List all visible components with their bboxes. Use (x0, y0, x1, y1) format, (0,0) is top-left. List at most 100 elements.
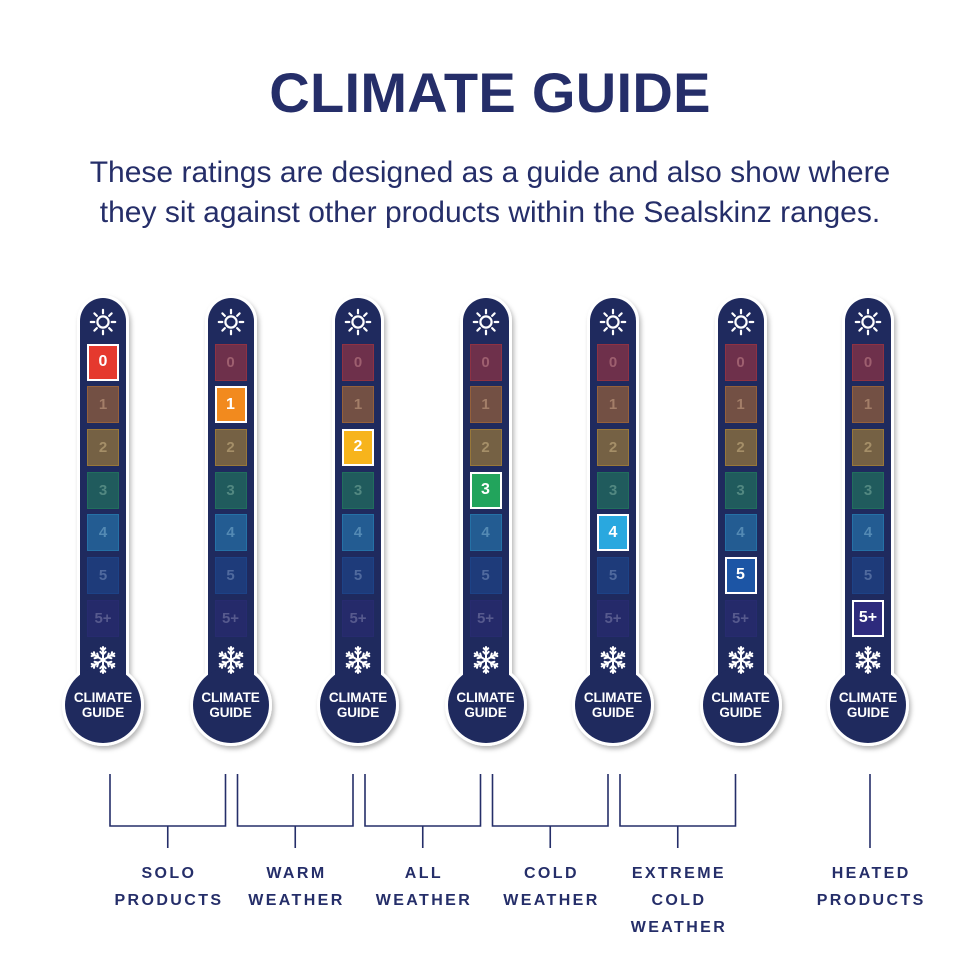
thermometer-bulb (830, 667, 906, 743)
snowflake-shape (600, 646, 626, 674)
subtitle-line: they sit against other products within t… (99, 196, 881, 229)
sun-ray (603, 327, 608, 332)
snowflake-shape (728, 646, 753, 674)
bulb-label-line: GUIDE (336, 705, 380, 720)
rating-cell: 3 (87, 471, 119, 509)
sun-shape (599, 308, 627, 336)
rating-cell: 5 (214, 556, 247, 594)
snowflake-branch (858, 660, 865, 664)
sun-ray (490, 312, 496, 317)
rating-value: 5+ (94, 609, 112, 627)
snowflake-branch (616, 661, 620, 668)
rating-cell-active: 5+ (852, 599, 884, 637)
rating-cell: 0 (597, 343, 629, 381)
snowflake-branch (361, 656, 368, 660)
rating-value: 5 (736, 566, 745, 584)
category-label: SOLO PRODUCTS (78, 860, 258, 914)
rating-value: 5+ (604, 609, 622, 627)
category-label-line: EXTREME (631, 864, 727, 882)
category-label: HEATED PRODUCTS (780, 860, 960, 914)
sun-ray (618, 312, 623, 317)
snowflake-branch (478, 652, 482, 659)
rating-value: 3 (608, 481, 618, 499)
rating-cell: 4 (724, 514, 757, 552)
snowflake-branch (609, 664, 614, 670)
snowflake-branch (218, 662, 224, 666)
category-bracket (109, 774, 227, 848)
rating-value: 3 (863, 481, 873, 499)
snowflake-branch (110, 663, 114, 669)
thermometer: 0 1 2 3 4 5 5+ CLIMATE GUIDE (823, 288, 913, 758)
rating-cell: 2 (469, 428, 502, 466)
snowflake-branch (875, 663, 879, 669)
category-label: ALL WEATHER (333, 860, 513, 914)
sun-ray (745, 312, 751, 317)
category-bracket (236, 774, 354, 848)
category-label-line: HEATED (831, 864, 911, 882)
rating-cell: 5+ (469, 599, 502, 637)
snowflake-icon (600, 646, 626, 674)
rating-value: 0 (481, 353, 490, 371)
rating-value: 5+ (858, 609, 878, 627)
snowflake-branch (730, 651, 734, 657)
snowflake-branch (226, 664, 232, 670)
category-bracket (364, 774, 482, 848)
page-subtitle: These ratings are designed as a guide an… (0, 153, 980, 233)
thermometer: 0 1 2 3 4 5 5+ CLIMATE GUIDE (58, 288, 148, 758)
sun-shape (727, 308, 754, 336)
snowflake-branch (612, 650, 617, 656)
thermometer: 0 1 2 3 4 5 5+ CLIMATE GUIDE (696, 288, 786, 758)
sun-ray (108, 327, 113, 332)
snowflake-branch (603, 660, 610, 664)
rating-value: 5+ (731, 609, 750, 627)
snowflake-branch (731, 660, 737, 664)
snowflake-shape (218, 646, 243, 674)
snowflake-branch (736, 664, 742, 670)
category-label-line: WEATHER (375, 891, 473, 909)
bulb-label: CLIMATE GUIDE (58, 690, 148, 720)
sun-ray (730, 312, 736, 317)
sun-ray (858, 312, 863, 317)
snowflake-branch (476, 660, 482, 664)
rating-cell: 0 (724, 343, 757, 381)
sun-disc (223, 315, 238, 329)
rating-cell: 3 (597, 471, 629, 509)
rating-cell: 2 (724, 428, 757, 466)
snowflake-branch (739, 650, 745, 656)
rating-cell: 5+ (342, 599, 374, 637)
rating-cell: 1 (597, 386, 629, 424)
thermometer: 0 1 2 3 4 5 5+ CLIMATE GUIDE (441, 288, 531, 758)
sun-icon (89, 308, 117, 336)
snowflake-branch (600, 662, 606, 666)
snowflake-branch (733, 652, 737, 659)
snowflake-branch (229, 650, 235, 656)
rating-value: 5+ (221, 609, 240, 627)
rating-value: 0 (226, 353, 235, 371)
snowflake-branch (92, 651, 96, 657)
rating-cell: 4 (469, 514, 502, 552)
snowflake-branch (867, 647, 872, 652)
snowflake-branch (609, 668, 614, 673)
snowflake-branch (861, 652, 865, 659)
snowflake-branch (857, 651, 861, 657)
bulb-label: CLIMATE GUIDE (313, 690, 403, 720)
rating-cell: 3 (342, 471, 374, 509)
sun-ray (348, 327, 353, 332)
snowflake-branch (354, 668, 359, 673)
sun-ray (475, 312, 481, 317)
bulb-label: CLIMATE GUIDE (823, 690, 913, 720)
snowflake-branch (620, 663, 624, 669)
rating-value: 4 (736, 524, 745, 542)
rating-value: 2 (608, 438, 618, 456)
sun-ray (873, 327, 878, 332)
rating-cell: 5+ (597, 599, 629, 637)
sun-ray (235, 312, 241, 317)
rating-cell: 4 (852, 514, 884, 552)
category-bracket (491, 774, 609, 848)
rating-cell: 0 (469, 343, 502, 381)
snowflake-branch (864, 668, 869, 673)
rating-cell: 0 (214, 343, 247, 381)
category-label: EXTREME COLD WEATHER (588, 860, 768, 941)
